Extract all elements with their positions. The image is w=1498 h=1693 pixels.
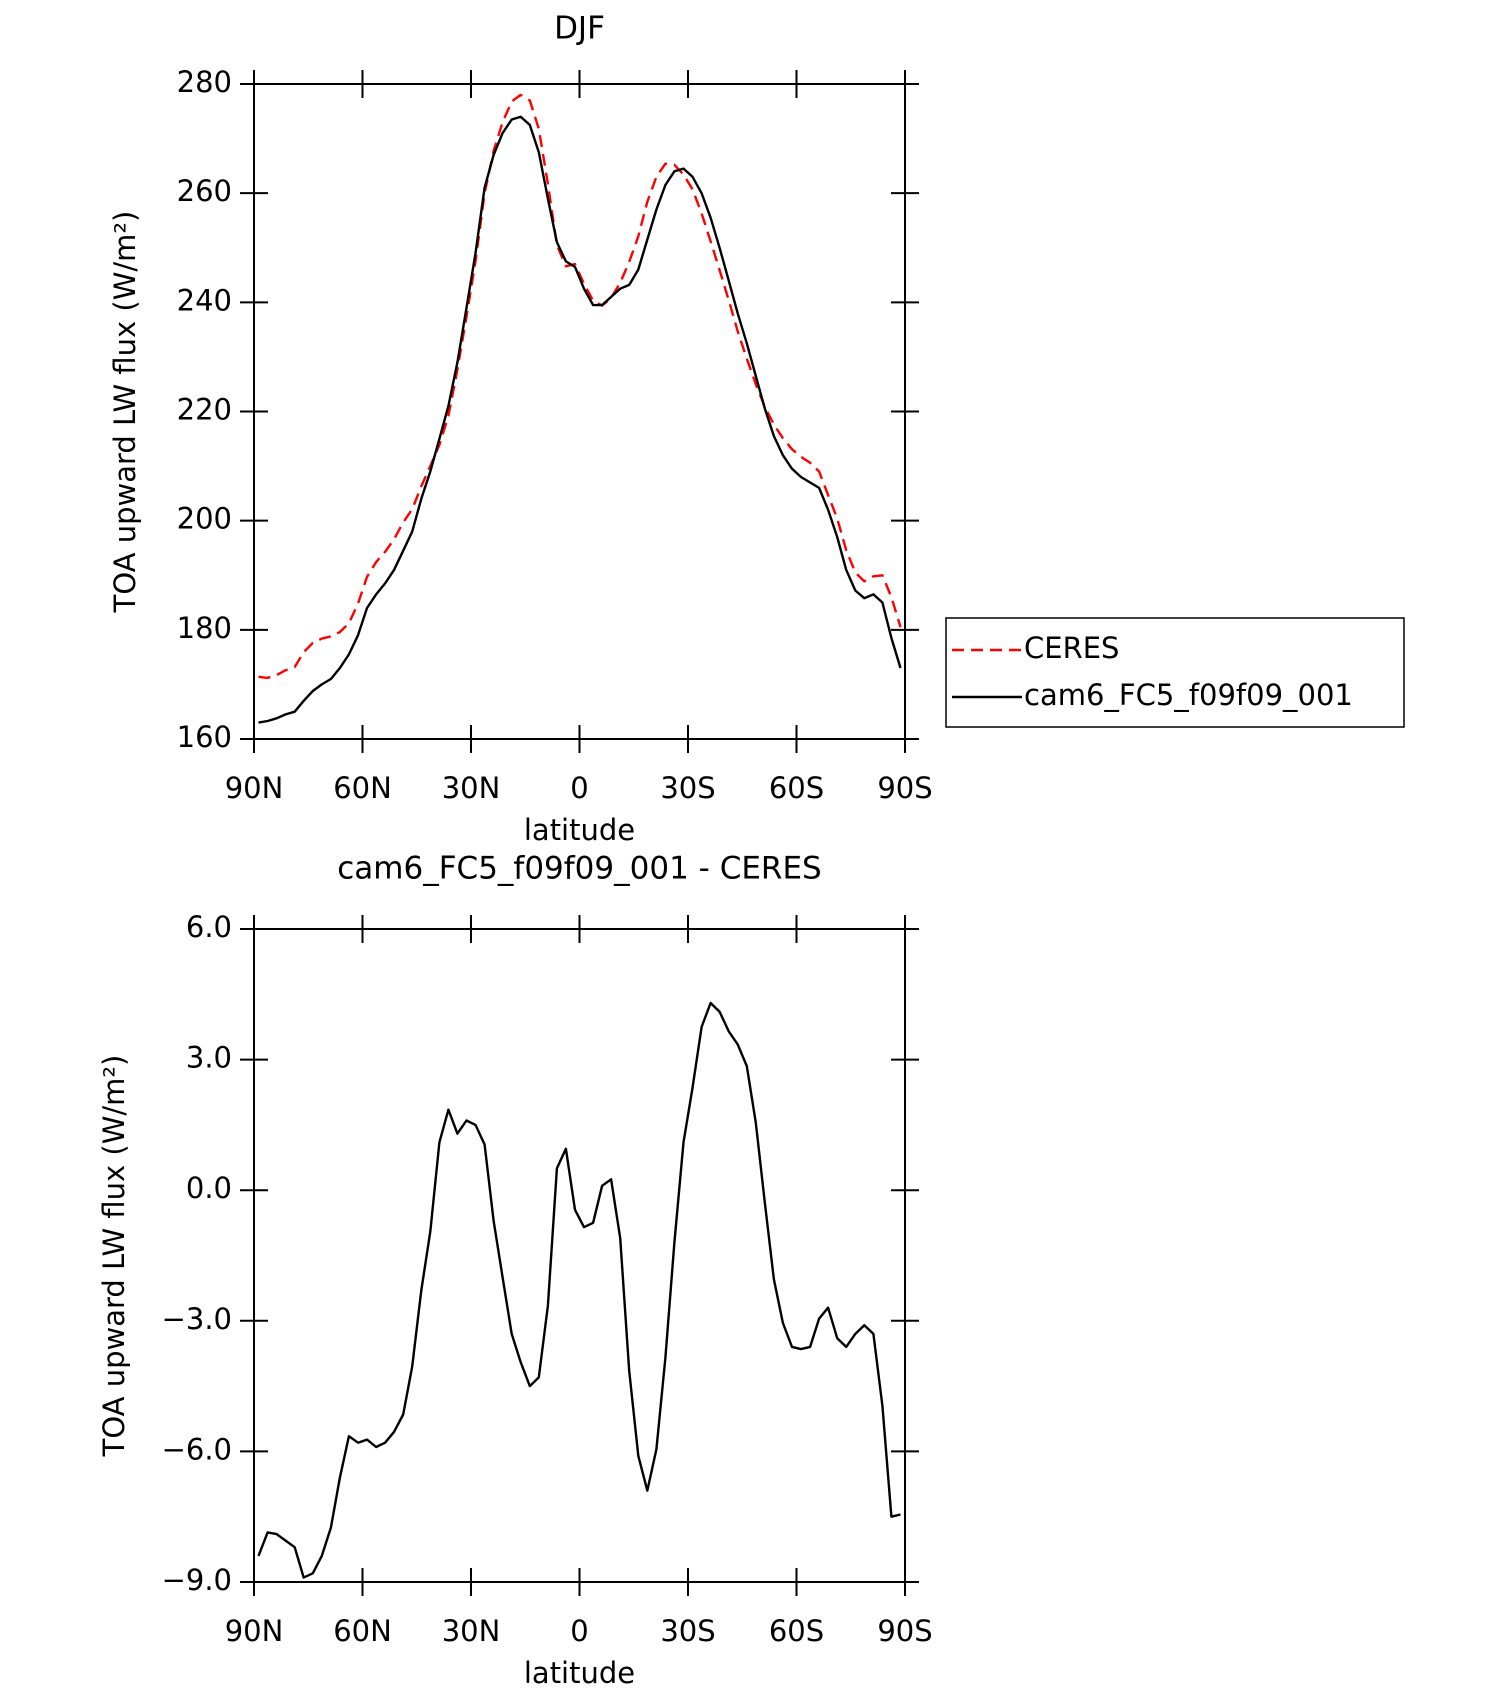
- line: [258, 93, 902, 680]
- y-tick-label: 280: [177, 65, 232, 99]
- y-tick-label: 6.0: [186, 910, 232, 944]
- y-tick-label: 3.0: [186, 1041, 232, 1075]
- y-tick-label: 0.0: [186, 1171, 232, 1205]
- x-tick-label: 60S: [769, 771, 824, 805]
- x-tick-label: 0: [570, 1614, 588, 1648]
- x-tick-label: 60N: [333, 1614, 392, 1648]
- y-tick-label: −3.0: [162, 1302, 232, 1336]
- x-tick-label: 90S: [877, 771, 932, 805]
- x-axis-label: latitude: [524, 813, 635, 847]
- x-tick-label: 90N: [225, 771, 284, 805]
- y-tick-label: 180: [177, 611, 232, 645]
- y-tick-label: 260: [177, 174, 232, 208]
- y-tick-label: −6.0: [162, 1432, 232, 1466]
- chart-title: cam6_FC5_f09f09_001 - CERES: [337, 851, 821, 887]
- y-tick-label: 200: [177, 502, 232, 536]
- x-axis-label: latitude: [524, 1656, 635, 1690]
- plot-frame: [253, 83, 906, 740]
- legend-label: cam6_FC5_f09f09_001: [1024, 678, 1353, 712]
- legend-label: CERES: [1024, 631, 1119, 665]
- y-tick-label: 240: [177, 283, 232, 317]
- x-tick-label: 30S: [660, 1614, 715, 1648]
- y-tick-label: −9.0: [162, 1563, 232, 1597]
- x-tick-label: 30N: [442, 771, 501, 805]
- line: [257, 1001, 901, 1579]
- line: [258, 115, 902, 724]
- y-tick-label: 220: [177, 393, 232, 427]
- x-tick-label: 30S: [660, 771, 715, 805]
- x-tick-label: 0: [570, 771, 588, 805]
- plot-frame: [253, 928, 906, 1583]
- y-axis-label: TOA upward LW flux (W/m²): [97, 1055, 131, 1458]
- y-axis-label: TOA upward LW flux (W/m²): [108, 211, 142, 614]
- x-tick-label: 90N: [225, 1614, 284, 1648]
- y-tick-label: 160: [177, 720, 232, 754]
- x-tick-label: 90S: [877, 1614, 932, 1648]
- x-tick-label: 60S: [769, 1614, 824, 1648]
- chart-title: DJF: [554, 11, 605, 47]
- x-tick-label: 60N: [333, 771, 392, 805]
- legend-box: [945, 617, 1405, 728]
- x-tick-label: 30N: [442, 1614, 501, 1648]
